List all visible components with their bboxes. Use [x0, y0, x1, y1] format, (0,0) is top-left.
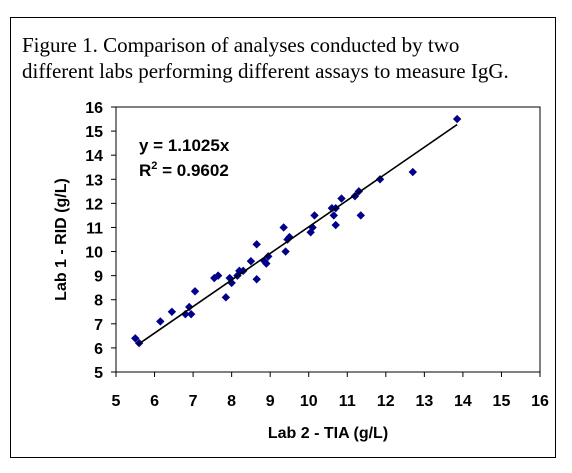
x-tick-label: 7 [189, 393, 198, 410]
data-point [329, 211, 338, 220]
data-point [185, 302, 194, 312]
x-tick-label: 11 [339, 393, 356, 410]
data-point [337, 194, 346, 203]
y-tick-label: 12 [85, 196, 103, 213]
y-tick-label: 7 [94, 317, 103, 334]
data-point [331, 220, 340, 230]
y-tick-label: 6 [94, 341, 103, 358]
r-squared-superscript: 2 [151, 160, 157, 172]
y-tick-label: 13 [85, 172, 103, 189]
data-point [262, 259, 271, 268]
data-point [246, 256, 256, 266]
trendline [136, 123, 458, 346]
data-point [452, 114, 462, 124]
caption-line-2: different labs performing different assa… [22, 59, 509, 83]
r-squared-label: R2 = 0.9602 [139, 160, 229, 180]
data-point [221, 293, 231, 302]
data-point [156, 317, 165, 326]
x-axis-label: Lab 2 - TIA (g/L) [268, 425, 388, 442]
x-tick-label: 15 [493, 393, 511, 410]
caption-line-1: Figure 1. Comparison of analyses conduct… [22, 33, 460, 57]
data-point [252, 240, 261, 249]
y-tick-label: 11 [86, 220, 103, 237]
data-point [186, 309, 196, 319]
x-tick-label: 8 [227, 393, 236, 410]
data-point [181, 309, 190, 319]
x-tick-label: 14 [454, 393, 472, 410]
y-tick-label: 14 [85, 148, 103, 165]
x-tick-label: 13 [415, 393, 433, 410]
x-tick-label: 6 [150, 393, 159, 410]
figure-frame [10, 17, 556, 458]
data-point [356, 211, 365, 220]
x-tick-label: 9 [266, 393, 275, 410]
y-tick-label: 10 [85, 245, 103, 262]
x-tick-label: 12 [377, 393, 395, 410]
data-point [408, 167, 417, 177]
data-point [279, 223, 288, 232]
data-point [281, 247, 290, 256]
x-tick-label: 16 [531, 393, 549, 410]
data-point [310, 211, 319, 220]
x-tick-label: 10 [300, 393, 318, 410]
trend-equation: y = 1.1025x [139, 136, 230, 155]
data-point [213, 271, 223, 280]
x-tick-label: 5 [112, 393, 121, 410]
y-tick-label: 5 [94, 365, 103, 382]
y-tick-label: 8 [94, 293, 103, 310]
y-tick-label: 9 [94, 269, 103, 286]
data-point [190, 287, 200, 296]
data-point [167, 307, 177, 316]
y-axis-label: Lab 1 - RID (g/L) [53, 178, 70, 301]
plot-area [115, 106, 541, 373]
y-tick-label: 15 [85, 124, 103, 141]
r-squared-value: = 0.9602 [157, 161, 228, 180]
figure-caption: Figure 1. Comparison of analyses conduct… [22, 32, 552, 84]
y-tick-label: 16 [85, 100, 103, 117]
data-point [252, 275, 261, 284]
data-point [131, 334, 140, 343]
